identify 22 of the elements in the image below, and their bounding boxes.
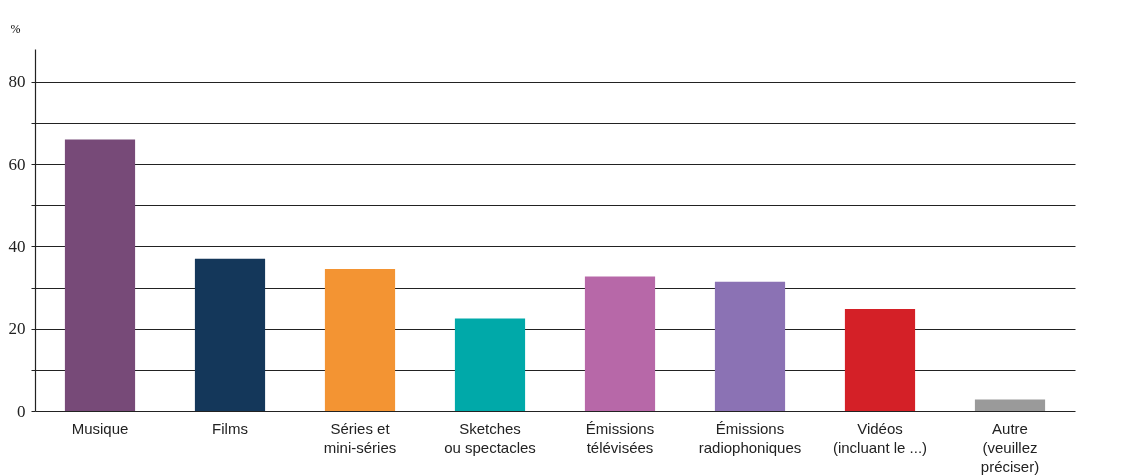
x-tick-label: Séries et mini-séries [323,419,397,456]
x-tick-label: Autre (veuillez préciser) [980,419,1040,475]
y-tick-label: 80 [8,72,26,92]
x-tick-label: Musique [71,419,129,437]
x-tick-label: Émissions radiophoniques [698,419,802,456]
x-tick-label: Émissions télévisées [585,419,655,456]
x-tick-label: Sketches ou spectacles [444,419,536,456]
bar [324,269,396,411]
y-axis-title: % [10,21,21,36]
bar [714,281,786,411]
bar [454,318,526,411]
bar [584,276,656,411]
y-tick-label: 20 [8,319,26,339]
x-tick-label: Vidéos (incluant le ...) [832,419,928,456]
y-tick-label: 60 [8,154,26,174]
y-tick-label: 40 [8,236,26,256]
bar [64,139,136,411]
y-tick-label: 0 [17,401,26,421]
bar [194,258,266,411]
bar [844,308,916,411]
bar [974,399,1046,411]
x-tick-label: Films [212,419,248,437]
